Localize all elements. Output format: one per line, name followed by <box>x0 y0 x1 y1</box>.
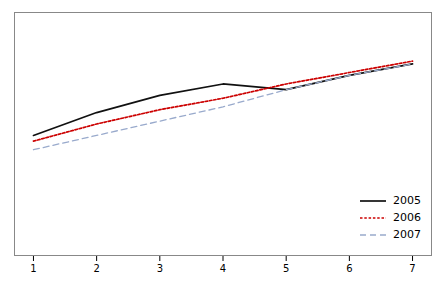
html-text:2007: 2007 <box>393 228 421 241</box>
svg-text:7: 7 <box>409 263 415 274</box>
svg-text:3: 3 <box>157 263 163 274</box>
html-text:2006: 2006 <box>393 211 421 224</box>
svg-text:5: 5 <box>283 263 289 274</box>
svg-text:1: 1 <box>30 263 36 274</box>
svg-text:4: 4 <box>220 263 226 274</box>
svg-text:2: 2 <box>93 263 99 274</box>
html-text:2005: 2005 <box>393 194 421 207</box>
svg-text:6: 6 <box>346 263 352 274</box>
